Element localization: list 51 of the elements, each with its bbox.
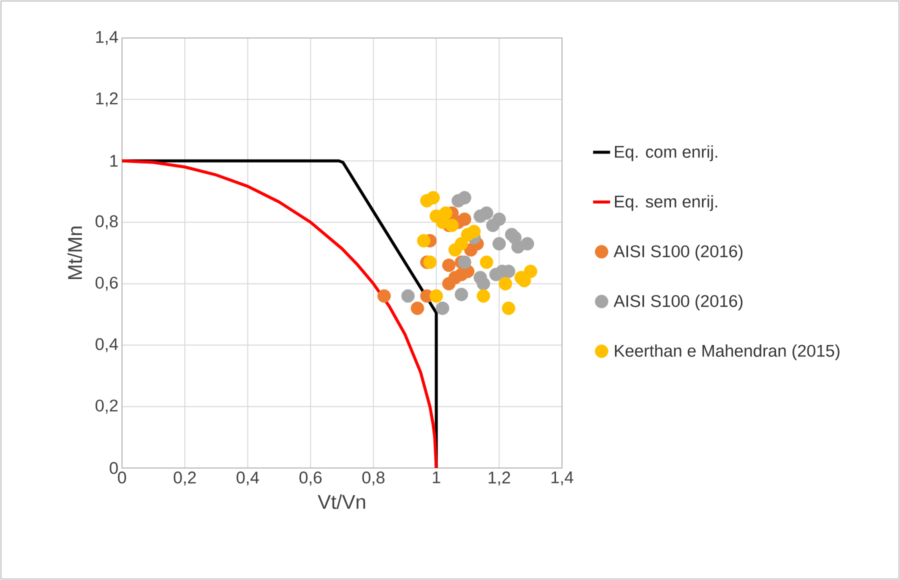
x-tick-label: 1,2 <box>488 472 510 486</box>
point <box>454 237 468 250</box>
y-tick-label: 0,2 <box>96 400 118 414</box>
y-tick-label: 0,8 <box>96 215 118 230</box>
point <box>474 209 487 223</box>
point <box>417 234 430 248</box>
y-tick-label: 1,2 <box>96 92 118 106</box>
y-tick-label: 1,4 <box>96 31 118 45</box>
x-tick-label: 0 <box>118 472 126 484</box>
legend-label: Keerthan e Mahendran (2015) <box>614 344 840 360</box>
y-axis-title: Mt/Mn <box>67 226 82 280</box>
y-tick-label: 0,6 <box>96 276 118 291</box>
legend-label: AISI S100 (2016) <box>614 294 742 310</box>
point <box>520 237 534 250</box>
point <box>423 256 437 269</box>
point <box>445 218 459 232</box>
x-tick-label: 0,4 <box>236 472 259 486</box>
y-tick-label: 1 <box>110 155 118 167</box>
legend-label: AISI S100 (2016) <box>614 244 742 261</box>
point <box>476 289 490 303</box>
x-tick-label: 0,2 <box>174 472 196 486</box>
point <box>467 224 481 238</box>
x-tick-label: 1 <box>432 472 440 484</box>
point <box>505 228 518 242</box>
point <box>502 302 516 315</box>
point <box>401 289 415 303</box>
point <box>458 212 472 226</box>
point <box>410 302 424 315</box>
x-tick-label: 1,4 <box>552 472 574 486</box>
legend-label: Eq. com enrij. <box>614 145 718 162</box>
y-tick-label: 0 <box>110 462 118 474</box>
point <box>426 191 440 204</box>
point <box>492 237 506 250</box>
point <box>458 256 472 269</box>
point <box>480 256 494 269</box>
point <box>474 270 487 284</box>
point <box>439 206 452 220</box>
point <box>498 277 512 290</box>
x-tick-label: 0,8 <box>362 472 384 486</box>
point <box>454 288 468 302</box>
point <box>524 264 538 278</box>
point <box>377 289 391 303</box>
point <box>442 258 456 272</box>
point <box>436 302 450 315</box>
point <box>486 218 500 232</box>
point <box>430 289 443 303</box>
y-tick-label: 0,4 <box>96 338 118 352</box>
legend-label: Eq. sem enrij. <box>614 195 718 211</box>
point <box>452 194 465 208</box>
x-tick-label: 0,6 <box>299 472 322 486</box>
x-axis-title: Vt/Vn <box>318 494 366 509</box>
